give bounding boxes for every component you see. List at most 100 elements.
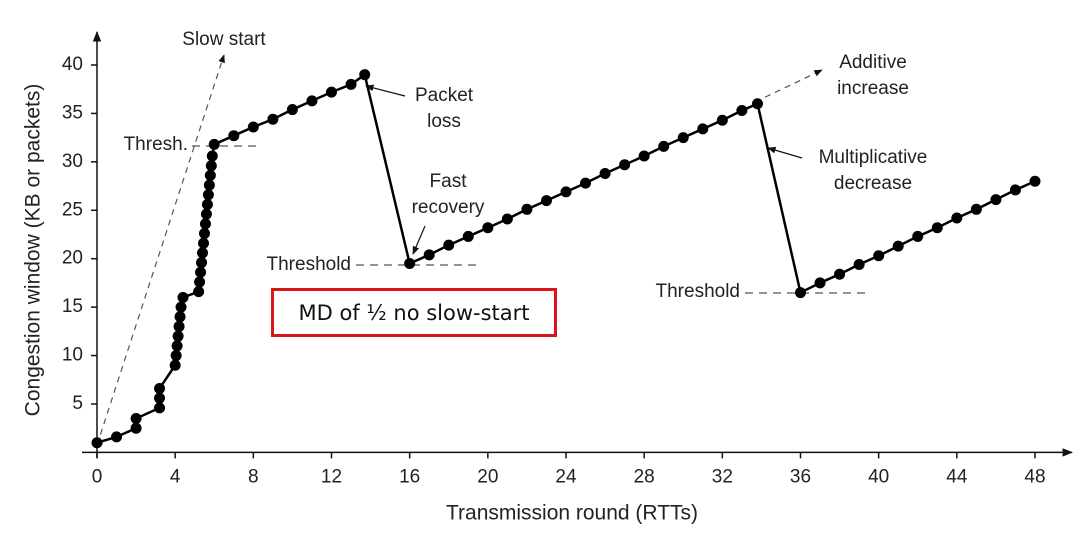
annotation: Additive [839, 52, 907, 73]
pointer-arrow [412, 225, 426, 255]
point [200, 208, 212, 220]
point [204, 169, 216, 181]
x-tick-label: 16 [399, 466, 420, 487]
point [1029, 175, 1041, 187]
x-tick-label: 48 [1024, 466, 1045, 487]
guides [96, 54, 865, 446]
pointer-arrow [767, 146, 803, 159]
annotation: Threshold [267, 254, 352, 275]
x-tick-label: 24 [555, 466, 577, 487]
point [990, 194, 1002, 206]
point [638, 150, 650, 162]
y-tick-label: 5 [72, 393, 83, 414]
x-tick-label: 40 [868, 466, 889, 487]
point [752, 98, 764, 110]
point [892, 240, 904, 252]
point [175, 301, 187, 313]
point [194, 276, 206, 288]
y-tick-label: 35 [62, 102, 83, 123]
note-box: MD of ½ no slow-start [271, 288, 557, 337]
point [853, 259, 865, 271]
point [202, 189, 214, 201]
point [171, 340, 183, 352]
point [326, 86, 337, 98]
point [560, 186, 572, 198]
x-tick-label: 4 [170, 466, 181, 487]
point [619, 159, 631, 171]
point [154, 402, 166, 414]
point [873, 250, 885, 262]
point [359, 69, 371, 81]
point [130, 413, 142, 425]
point [154, 382, 166, 394]
point [205, 160, 217, 172]
point [267, 113, 279, 125]
y-axis-label: Congestion window (KB or packets) [22, 84, 45, 417]
point [443, 239, 455, 251]
y-tick-label: 40 [62, 54, 83, 75]
point [208, 138, 220, 150]
point [198, 237, 210, 249]
point [170, 350, 182, 362]
point [306, 95, 318, 107]
annotation: Packet [415, 85, 474, 106]
x-tick-label: 28 [634, 466, 655, 487]
x-tick-label: 44 [946, 466, 968, 487]
point [599, 167, 611, 179]
point [580, 177, 592, 189]
point [111, 431, 123, 443]
point [482, 222, 494, 234]
point [247, 121, 259, 133]
point [834, 268, 846, 280]
point [951, 212, 963, 224]
additive-guide [754, 69, 823, 103]
y-tick-label: 25 [62, 199, 83, 220]
annotation: Fast [430, 171, 468, 192]
point [521, 203, 533, 215]
point [286, 104, 298, 116]
annotation: increase [837, 78, 909, 99]
y-tick-label: 30 [62, 151, 83, 172]
point [931, 222, 943, 234]
x-tick-label: 32 [712, 466, 733, 487]
point [404, 258, 416, 270]
point [677, 132, 689, 144]
point [177, 291, 189, 303]
point [173, 320, 185, 332]
point [462, 230, 474, 242]
point [206, 150, 218, 162]
point [169, 359, 181, 371]
annotation: loss [427, 111, 461, 132]
point [203, 179, 215, 191]
x-tick-label: 36 [790, 466, 811, 487]
point [658, 140, 670, 152]
point [172, 330, 184, 342]
point [154, 392, 166, 404]
point [912, 230, 924, 242]
x-axis-label: Transmission round (RTTs) [446, 502, 698, 525]
annotation: Thresh. [124, 134, 188, 155]
point [228, 130, 240, 142]
point [345, 78, 357, 90]
point [198, 228, 210, 240]
point [199, 218, 211, 230]
point [540, 195, 552, 207]
annotation: recovery [412, 197, 485, 218]
line [96, 72, 1036, 444]
point [196, 257, 208, 269]
annotation: Threshold [656, 281, 741, 302]
point [193, 286, 205, 298]
point [736, 105, 748, 117]
x-tick-label: 12 [321, 466, 342, 487]
point [130, 422, 142, 434]
y-tick-label: 15 [62, 296, 83, 317]
point [716, 114, 728, 126]
point [197, 247, 209, 259]
y-tick-label: 20 [62, 248, 83, 269]
x-tick-label: 0 [92, 466, 103, 487]
point [195, 266, 207, 278]
point [201, 198, 213, 210]
point [697, 123, 709, 135]
point [501, 213, 513, 225]
